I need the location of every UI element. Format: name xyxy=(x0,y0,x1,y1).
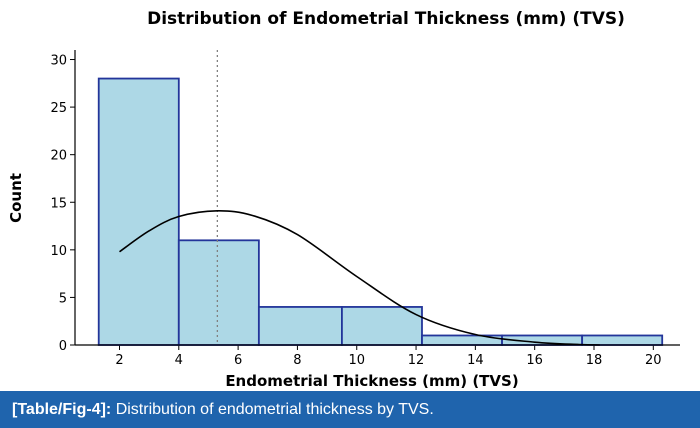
caption-text: Distribution of endometrial thickness by… xyxy=(111,401,434,418)
density-curve xyxy=(119,210,600,346)
x-tick-label: 20 xyxy=(645,353,662,368)
figure-caption: [Table/Fig-4]: Distribution of endometri… xyxy=(0,391,700,428)
chart-title: Distribution of Endometrial Thickness (m… xyxy=(147,9,625,29)
x-axis-label: Endometrial Thickness (mm) (TVS) xyxy=(225,372,518,390)
x-tick-label: 8 xyxy=(293,353,301,368)
histogram-chart: Distribution of Endometrial Thickness (m… xyxy=(0,0,700,391)
y-tick-label: 20 xyxy=(50,149,67,164)
y-tick-label: 5 xyxy=(59,291,67,306)
x-tick-label: 2 xyxy=(115,353,123,368)
x-tick-label: 12 xyxy=(408,353,425,368)
y-tick-label: 15 xyxy=(50,196,67,211)
y-tick-label: 30 xyxy=(50,54,67,69)
x-tick-label: 4 xyxy=(175,353,183,368)
histogram-bar-1 xyxy=(97,77,180,346)
y-tick-label: 0 xyxy=(59,339,67,354)
x-tick-label: 16 xyxy=(526,353,543,368)
caption-label: [Table/Fig-4]: xyxy=(12,401,112,418)
histogram-bar-7 xyxy=(581,334,664,346)
x-tick-label: 18 xyxy=(586,353,603,368)
y-tick-label: 10 xyxy=(50,244,67,259)
histogram-bar-4 xyxy=(341,306,423,346)
x-tick-label: 14 xyxy=(467,353,484,368)
x-tick-label: 6 xyxy=(234,353,242,368)
histogram-bar-3 xyxy=(257,306,343,346)
histogram-bar-2 xyxy=(177,239,260,346)
x-axis-ticks: 2 4 6 8 10 12 14 16 18 20 xyxy=(115,345,662,368)
histogram-bars xyxy=(97,77,664,346)
y-axis-ticks: 0 5 10 15 20 25 30 xyxy=(50,54,75,354)
x-tick-label: 10 xyxy=(348,353,365,368)
y-axis-label: Count xyxy=(7,173,25,223)
y-tick-label: 25 xyxy=(50,101,67,116)
